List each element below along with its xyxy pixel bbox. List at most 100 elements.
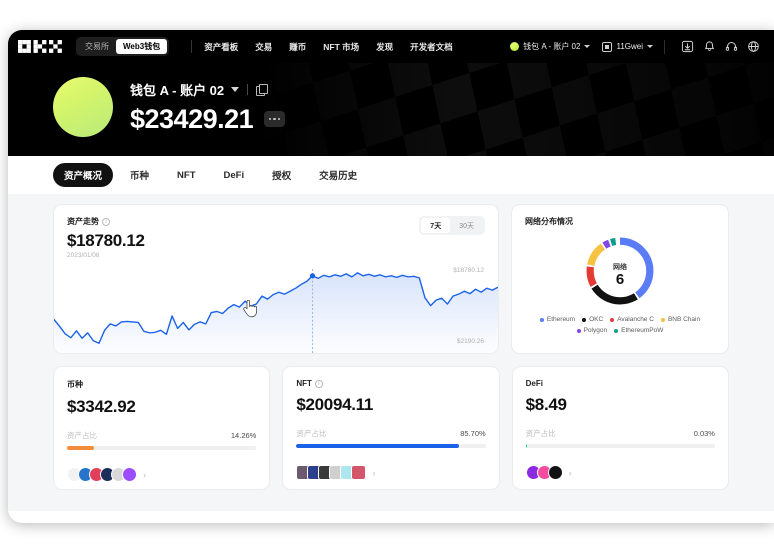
tab-defi[interactable]: DeFi (223, 169, 245, 181)
tokens-icon-row[interactable]: › (67, 467, 256, 482)
nft-progress-fill (296, 444, 459, 448)
nft-card-title-row: NFT i (296, 379, 485, 388)
chevron-right-icon[interactable]: › (372, 467, 376, 478)
token-purple-icon (122, 467, 137, 482)
segment-exchange[interactable]: 交易所 (85, 42, 109, 51)
defi-icon-row[interactable]: › (525, 465, 715, 480)
main-content: 资产走势 i $18780.12 2023/01/08 7天 30天 (8, 194, 774, 511)
donut-center-label: 网络 (613, 264, 627, 271)
range-7d[interactable]: 7天 (421, 218, 451, 233)
asset-trend-card: 资产走势 i $18780.12 2023/01/08 7天 30天 (53, 204, 499, 354)
nft-icon-stack[interactable] (296, 465, 367, 480)
info-icon[interactable]: i (314, 379, 323, 388)
legend-label: Avalanche C (617, 316, 654, 323)
defi-ratio-label: 资产占比 (525, 429, 556, 438)
nft-card-title: NFT (296, 379, 312, 388)
chevron-right-icon[interactable]: › (143, 469, 146, 480)
tokens-card-title: 币种 (67, 380, 83, 389)
nft-progress-bar (296, 444, 486, 448)
top-row: 资产走势 i $18780.12 2023/01/08 7天 30天 (53, 204, 729, 354)
wallet-avatar-dot (510, 42, 520, 51)
main-nav-links: 资产看板 交易 赚币 NFT 市场 发现 开发者文档 (204, 41, 452, 53)
header-divider (664, 39, 665, 54)
tokens-progress-bar (67, 446, 257, 450)
legend-item-avalanche[interactable]: Avalanche C (610, 316, 654, 323)
nav-item-assets[interactable]: 资产看板 (204, 41, 239, 52)
tokens-summary-card[interactable]: 币种 $3342.92 资产占比 14.26% › (53, 366, 271, 490)
donut-chart: 网络 6 (525, 233, 715, 309)
defi-ratio-row: 资产占比 0.03% (526, 428, 715, 439)
protocol-black-icon (547, 465, 563, 480)
tokens-ratio-row: 资产占比 14.26% (67, 430, 256, 441)
legend-label: EthereumPoW (621, 327, 664, 334)
headset-icon[interactable] (720, 36, 742, 58)
time-range-switch[interactable]: 7天 30天 (419, 216, 485, 235)
okx-web3-wallet-window: 交易所 Web3钱包 资产看板 交易 赚币 NFT 市场 发现 开发者文档 钱包… (8, 30, 774, 523)
chevron-down-icon (647, 45, 653, 48)
copy-icon[interactable] (256, 83, 269, 96)
trend-chart[interactable]: $18780.12 $2190.26 (54, 267, 498, 353)
tokens-ratio-value: 14.26% (230, 431, 257, 440)
legend-item-okc[interactable]: OKC (582, 316, 603, 323)
trend-date: 2023/01/08 (67, 252, 100, 259)
trend-chart-svg (54, 268, 498, 353)
legend-item-ethereumpow[interactable]: EthereumPoW (614, 327, 663, 334)
wallet-selector[interactable]: 钱包 A - 账户 02 (510, 41, 591, 52)
nft-icon-row[interactable]: › (296, 465, 485, 480)
segment-web3-wallet[interactable]: Web3钱包 (116, 39, 168, 54)
tokens-ratio-label: 资产占比 (67, 431, 97, 440)
mini-divider (247, 83, 249, 95)
trend-card-title: 资产走势 (67, 217, 99, 226)
nav-item-earn[interactable]: 赚币 (289, 41, 307, 52)
legend-label: Ethereum (546, 316, 576, 323)
nav-item-nft-market[interactable]: NFT 市场 (323, 41, 360, 52)
globe-icon[interactable] (742, 36, 764, 58)
download-icon[interactable] (676, 36, 698, 58)
chevron-down-icon (584, 45, 591, 48)
legend-item-bnb-chain[interactable]: BNB Chain (660, 316, 701, 323)
chevron-down-icon (231, 86, 240, 92)
balance-row: $23429.21 (130, 103, 286, 135)
donut-svg (586, 237, 654, 305)
platform-switch[interactable]: 交易所 Web3钱包 (76, 37, 170, 56)
tokens-progress-fill (67, 446, 94, 450)
legend-label: Polygon (583, 327, 608, 334)
hero-text-block: 钱包 A - 账户 02 $23429.21 (130, 80, 286, 135)
token-icon-stack[interactable] (67, 467, 137, 482)
chevron-right-icon[interactable]: › (568, 467, 572, 478)
nft-ratio-row: 资产占比 85.70% (296, 428, 485, 439)
legend-item-ethereum[interactable]: Ethereum (539, 316, 576, 323)
tab-approvals[interactable]: 授权 (272, 171, 292, 182)
legend-label: BNB Chain (667, 316, 701, 323)
nav-item-dev-docs[interactable]: 开发者文档 (410, 41, 453, 52)
gas-price-label: 11Gwei (616, 42, 643, 51)
nav-item-trade[interactable]: 交易 (255, 41, 273, 52)
legend-label: OKC (589, 316, 604, 323)
donut-legend: Ethereum OKC Avalanche C BNB Chain Polyg… (525, 316, 715, 334)
network-card-title: 网络分布情况 (525, 217, 573, 226)
defi-summary-card[interactable]: DeFi $8.49 资产占比 0.03% › (511, 366, 729, 490)
legend-item-polygon[interactable]: Polygon (576, 327, 608, 334)
gas-price-selector[interactable]: 11Gwei (602, 41, 653, 52)
nft-summary-card[interactable]: NFT i $20094.11 资产占比 85.70% › (282, 366, 500, 490)
tab-tokens[interactable]: 币种 (130, 171, 150, 182)
bell-icon[interactable] (698, 36, 720, 58)
tab-history[interactable]: 交易历史 (319, 171, 358, 182)
nft-thumb-6 (351, 465, 367, 480)
account-name-row[interactable]: 钱包 A - 账户 02 (130, 80, 285, 99)
nav-item-discover[interactable]: 发现 (376, 41, 394, 52)
total-balance: $23429.21 (130, 103, 254, 134)
defi-card-title: DeFi (525, 379, 543, 388)
tab-nft[interactable]: NFT (177, 169, 196, 181)
defi-icon-stack[interactable] (525, 465, 563, 480)
range-30d[interactable]: 30天 (459, 222, 474, 230)
mouse-cursor (243, 299, 258, 323)
network-distribution-card: 网络分布情况 网络 6 (511, 204, 729, 354)
defi-ratio-value: 0.03% (693, 429, 715, 438)
axis-label-bottom: $2190.26 (456, 338, 484, 345)
okx-logo[interactable] (18, 40, 62, 53)
info-icon[interactable]: i (102, 217, 110, 226)
more-options-button[interactable] (264, 111, 286, 127)
defi-progress-bar (525, 444, 715, 448)
tab-overview[interactable]: 资产概况 (53, 163, 114, 187)
